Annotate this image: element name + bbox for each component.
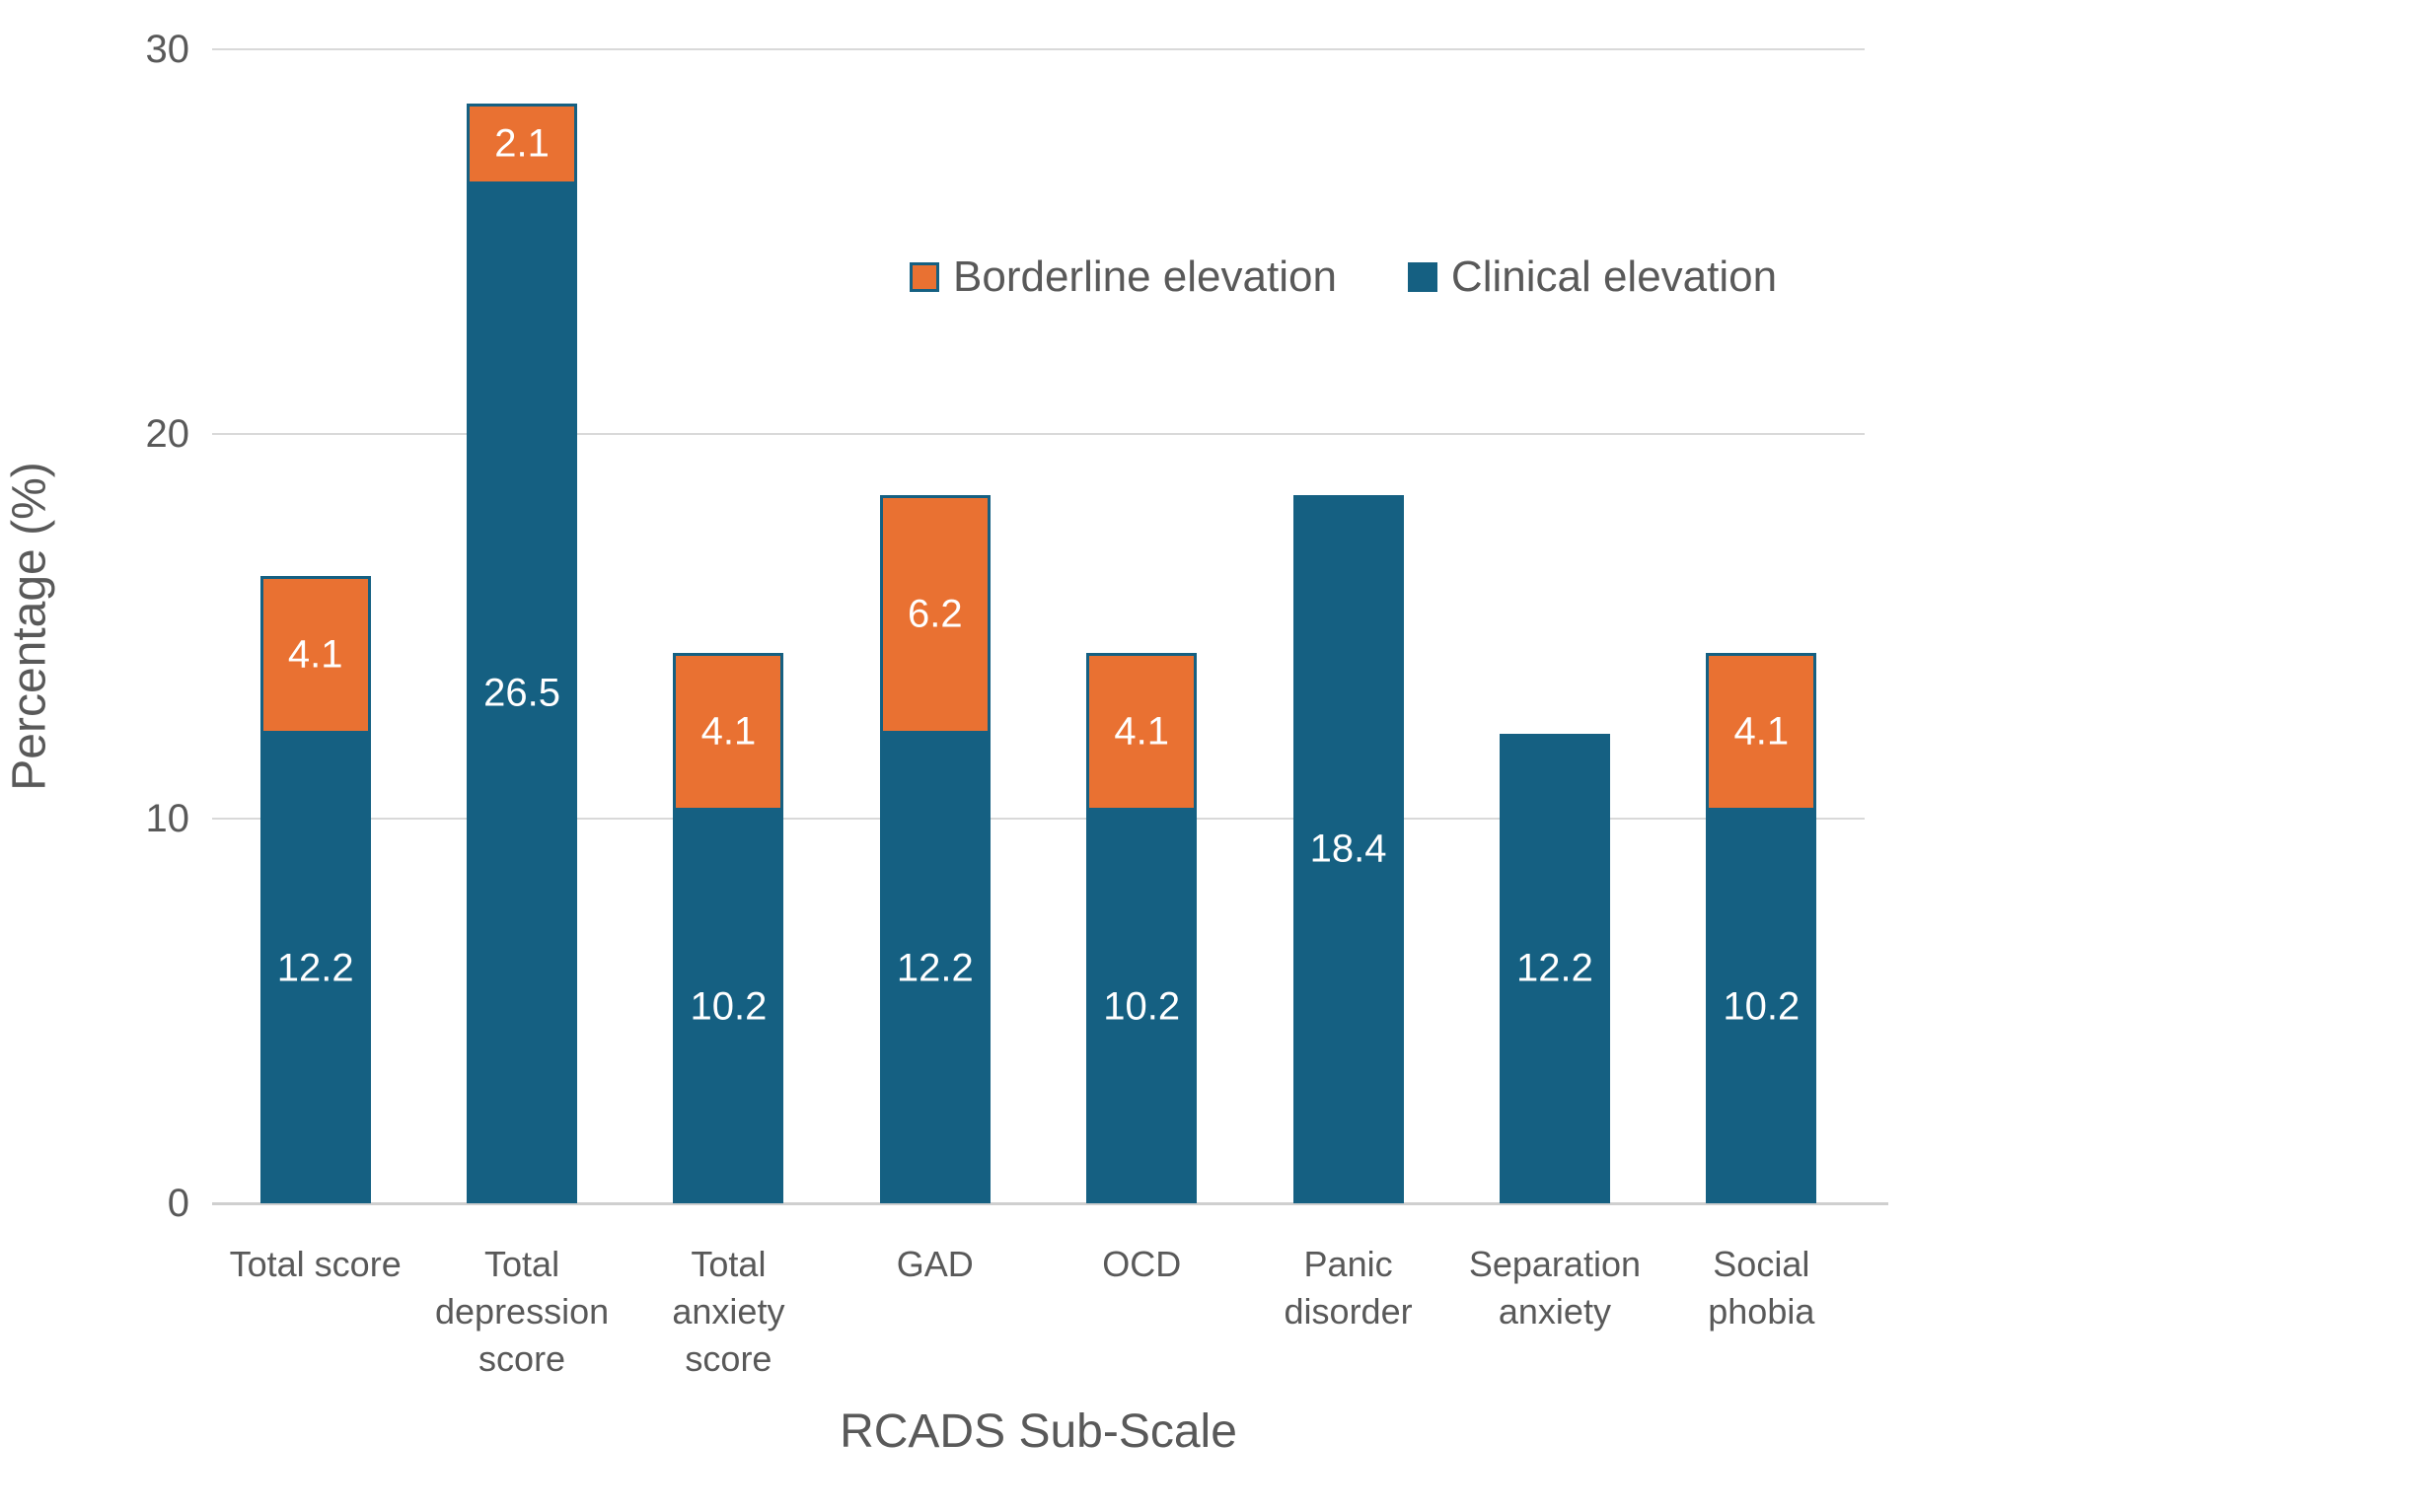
bar-clinical-1	[259, 734, 371, 1203]
bar-borderline-3	[673, 653, 784, 812]
data-label: 12.2	[896, 946, 974, 990]
x-axis-title: RCADS Sub-Scale	[840, 1405, 1237, 1458]
data-label: 18.4	[1309, 827, 1387, 871]
bar-borderline-4	[879, 495, 991, 735]
data-label: 26.5	[483, 671, 560, 715]
bar-clinical-8	[1706, 811, 1817, 1203]
data-label: 10.2	[1723, 984, 1801, 1029]
x-category-label-6: Panic disorder	[1284, 1244, 1413, 1332]
y-tick-label-0: 0	[167, 1182, 189, 1225]
gridline-20	[212, 433, 1865, 435]
x-axis-line	[212, 1202, 1888, 1205]
bar-borderline-2	[467, 103, 578, 184]
data-label: 4.1	[1114, 709, 1169, 754]
data-label: 6.2	[908, 592, 963, 636]
x-category-label-2: Total depression score	[435, 1244, 610, 1379]
gridline-30	[212, 48, 1865, 50]
legend-swatch-icon	[1407, 262, 1437, 292]
bar-borderline-8	[1706, 653, 1817, 812]
data-label: 12.2	[1516, 946, 1593, 990]
data-label: 10.2	[1103, 984, 1181, 1029]
x-category-label-5: OCD	[1102, 1244, 1182, 1284]
y-tick-label-30: 30	[145, 28, 190, 71]
data-label: 4.1	[1733, 709, 1790, 754]
bar-clinical-4	[879, 734, 991, 1203]
legend-label: Borderline elevation	[953, 252, 1337, 301]
bar-clinical-5	[1086, 811, 1198, 1203]
x-category-label-4: GAD	[896, 1244, 974, 1284]
x-category-label-3: Total anxiety score	[672, 1244, 785, 1379]
data-label: 2.1	[494, 121, 550, 166]
gridline-10	[212, 818, 1865, 820]
data-label: 12.2	[276, 946, 354, 990]
bar-clinical-7	[1499, 734, 1610, 1203]
bar-clinical-2	[467, 183, 578, 1203]
data-label: 4.1	[287, 632, 343, 677]
x-category-label-8: Social phobia	[1708, 1244, 1815, 1332]
y-axis-title: Percentage (%)	[3, 462, 56, 791]
bar-borderline-5	[1086, 653, 1198, 812]
bar-clinical-6	[1292, 495, 1404, 1203]
y-tick-label-20: 20	[145, 412, 190, 456]
legend-item-borderline-elevation: Borderline elevation	[910, 252, 1337, 302]
y-tick-label-10: 10	[145, 797, 190, 840]
legend-label: Clinical elevation	[1450, 252, 1778, 301]
data-label: 10.2	[690, 984, 768, 1029]
plot-area: 12.2 4.1 26.5 2.1 10.2 4.1 12.2 6.2 10.2 4.1 18.4 1…	[212, 48, 1888, 1205]
bar-clinical-3	[673, 811, 784, 1203]
data-label: 4.1	[700, 709, 757, 754]
x-category-label-7: Separation anxiety	[1468, 1244, 1641, 1332]
bar-borderline-1	[259, 576, 371, 735]
chart-legend: Borderline elevation Clinical elevation	[910, 252, 1777, 302]
legend-item-clinical-elevation: Clinical elevation	[1407, 252, 1778, 302]
legend-swatch-icon	[910, 262, 939, 292]
x-category-label-1: Total score	[229, 1244, 402, 1284]
